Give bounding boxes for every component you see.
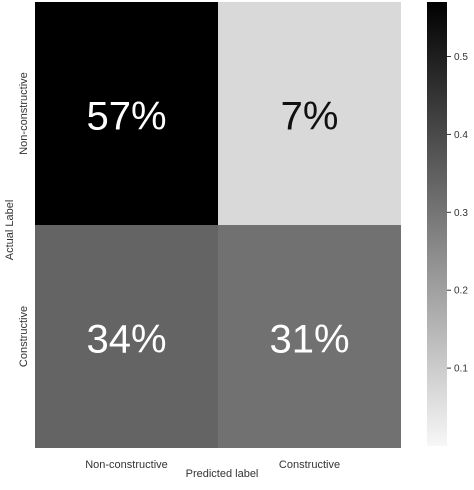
heatmap-cell	[35, 2, 218, 225]
heatmap-cells	[35, 2, 401, 448]
x-tick-label: Non-constructive	[85, 459, 168, 471]
x-axis-tick-labels: Non-constructive Constructive	[85, 459, 340, 471]
colorbar-tick-label: 0.5	[454, 52, 468, 63]
x-axis-label: Predicted label	[186, 468, 259, 480]
colorbar-tick-label: 0.1	[454, 364, 468, 375]
colorbar-tick-label: 0.3	[454, 208, 468, 219]
heatmap-cell	[218, 2, 401, 225]
heatmap-cell-labels: 57% 7% 34% 31%	[86, 95, 349, 362]
heatmap-cell	[218, 225, 401, 448]
colorbar-tick-label: 0.2	[454, 286, 468, 297]
y-tick-label: Non-constructive	[18, 72, 30, 155]
heatmap-cell-label: 31%	[269, 318, 349, 362]
colorbar: 0.1 0.2 0.3 0.4 0.5	[427, 2, 468, 446]
y-tick-label: Constructive	[18, 306, 30, 367]
x-tick-label: Constructive	[279, 459, 340, 471]
heatmap-cell-label: 7%	[281, 95, 339, 139]
y-axis-label: Actual Label	[4, 200, 16, 261]
heatmap-cell-label: 34%	[86, 318, 166, 362]
heatmap-cell	[35, 225, 218, 448]
y-axis-tick-labels: Non-constructive Constructive	[18, 72, 30, 367]
heatmap-cell-label: 57%	[86, 95, 166, 139]
colorbar-gradient	[427, 2, 447, 446]
colorbar-tick-label: 0.4	[454, 130, 468, 141]
